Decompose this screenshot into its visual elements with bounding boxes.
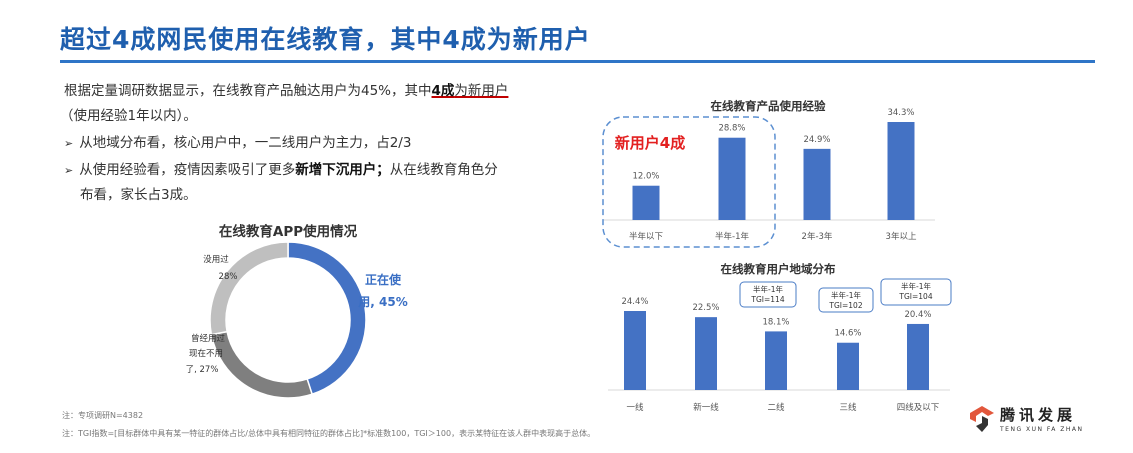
bar1-category-label: 3年以上 (886, 231, 917, 242)
bullet-arrow-icon: ➢ (64, 137, 74, 150)
bar1-value-label: 28.8% (718, 124, 745, 134)
bar2-title: 在线教育用户地域分布 (721, 262, 836, 276)
bar2-category-label: 新一线 (693, 402, 719, 413)
tgi-callout-value: TGI=104 (898, 292, 932, 301)
new-users-highlight-box (602, 116, 776, 248)
summary-line-1-text: 根据定量调研数据显示，在线教育产品触达用户为45%，其中 (64, 83, 432, 99)
summary-new-users: 为新用户 (454, 83, 509, 99)
bar1-category-label: 2年-3年 (802, 231, 833, 242)
bullet-experience-text: 从使用经验看，疫情因素吸引了更多 (79, 162, 296, 178)
donut-title: 在线教育APP使用情况 (219, 223, 358, 240)
bar2-category-label: 四线及以下 (897, 402, 940, 413)
bullet-experience-text-2: 从在线教育角色分 (389, 162, 498, 178)
tgi-callout-label: 半年-1年 (901, 281, 931, 291)
bar2-value-label: 18.1% (762, 317, 789, 327)
bullet-region-text: 从地域分布看，核心用户中，一二线用户为主力，占2/3 (79, 135, 412, 151)
bullet-experience: ➢ 从使用经验看，疫情因素吸引了更多新增下沉用户；从在线教育角色分 (64, 158, 498, 178)
tgi-callout-value: TGI=102 (828, 301, 862, 310)
tgi-callout-box (818, 287, 874, 313)
bar1-bar (632, 185, 660, 220)
donut-label: 用, 45% (357, 295, 407, 309)
company-logo: 腾讯发展 TENG XUN FA ZHAN (968, 404, 1108, 438)
tgi-callout-label: 半年-1年 (753, 284, 783, 294)
summary-line-2: （使用经验1年以内）。 (60, 108, 197, 124)
tgi-callout-box (739, 281, 797, 308)
donut-label: 28% (219, 272, 238, 282)
bar1-value-label: 34.3% (887, 108, 914, 118)
donut-slice (210, 330, 314, 399)
bar1-category-label: 半年以下 (629, 231, 664, 242)
logo-name: 腾讯发展 (1000, 406, 1077, 424)
bar2-category-label: 一线 (626, 402, 644, 413)
bar2-category-label: 三线 (839, 402, 857, 413)
logo-mark-icon (970, 406, 994, 432)
bar2-bar (907, 323, 929, 390)
bar2-category-label: 二线 (767, 402, 785, 413)
bar1-value-label: 12.0% (632, 172, 659, 182)
bullet-experience-line-2: 布看，家长占3成。 (80, 187, 197, 203)
bar2-value-label: 20.4% (904, 310, 931, 320)
summary-line-1-highlight: 4成为新用户 (432, 83, 509, 99)
donut-label: 曾经用过 (191, 333, 226, 344)
donut-label: 没用过 (203, 254, 229, 265)
bullet-arrow-icon: ➢ (64, 164, 74, 177)
donut-slice (287, 241, 367, 396)
region-bar-chart: 在线教育用户地域分布 24.4% 一线 22.5% 新一线 18.1% 二线 14.6% 三线 2… (608, 262, 952, 413)
logo-subtitle: TENG XUN FA ZHAN (1000, 426, 1084, 433)
donut-slice (209, 241, 289, 336)
bar1-bar (718, 137, 746, 220)
tgi-callout-box (880, 278, 952, 306)
bar2-bar (624, 311, 646, 390)
bar1-value-label: 24.9% (803, 135, 830, 145)
tgi-callout-value: TGI=114 (750, 295, 784, 304)
summary-line-1: 根据定量调研数据显示，在线教育产品触达用户为45%，其中4成为新用户 (64, 79, 508, 99)
bar1-title: 在线教育产品使用经验 (711, 99, 826, 113)
donut-label: 正在使 (365, 272, 402, 287)
bar1-bar (803, 148, 831, 220)
bar2-value-label: 22.5% (692, 303, 719, 313)
tgi-callout-label: 半年-1年 (831, 290, 861, 300)
bar2-bar (837, 342, 859, 390)
experience-bar-chart: 在线教育产品使用经验 12.0% 半年以下 28.8% 半年-1年 24.9% 2年-3年 3… (602, 99, 935, 248)
bar2-bar (695, 317, 717, 390)
new-users-annotation: 新用户4成 (615, 134, 685, 152)
donut-label: 了, 27% (186, 365, 219, 375)
bar2-value-label: 14.6% (834, 329, 861, 339)
title-divider (60, 60, 1095, 63)
note-tgi: 注：TGI指数=[目标群体中具有某一特征的群体占比/总体中具有相同特征的群体占比… (62, 429, 596, 438)
bar2-value-label: 24.4% (621, 297, 648, 307)
bar1-category-label: 半年-1年 (715, 231, 749, 242)
donut-label: 现在不用 (189, 348, 223, 359)
bar2-bar (765, 331, 787, 390)
summary-bold-4cheng: 4成 (431, 83, 455, 99)
bar1-bar (887, 122, 915, 220)
note-sample-size: 注：专项调研N=4382 (62, 411, 144, 420)
bullet-region: ➢ 从地域分布看，核心用户中，一二线用户为主力，占2/3 (64, 131, 411, 151)
page-title: 超过4成网民使用在线教育，其中4成为新用户 (60, 25, 591, 54)
bullet-experience-bold: 新增下沉用户； (295, 162, 390, 178)
